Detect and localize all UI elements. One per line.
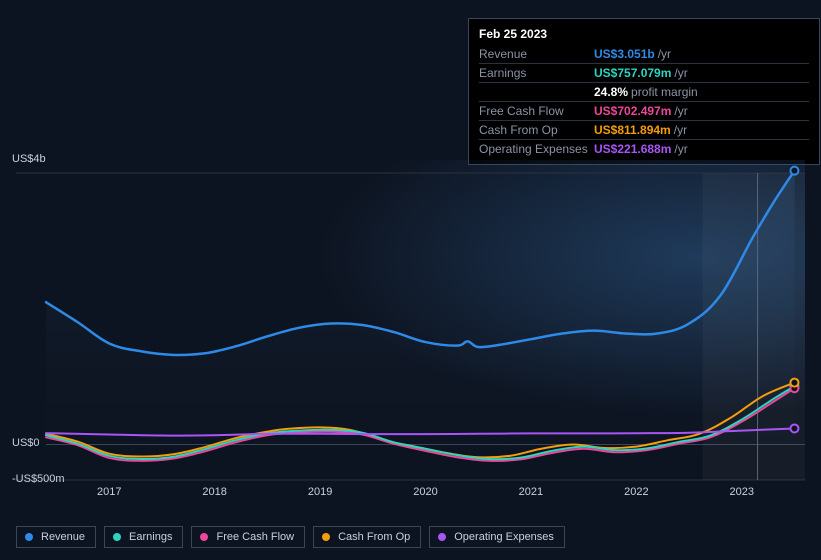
tooltip-metric-unit: /yr — [674, 142, 687, 156]
legend-label: Operating Expenses — [454, 531, 554, 543]
tooltip-sub-label: profit margin — [631, 85, 698, 99]
y-axis-label: -US$500m — [12, 473, 52, 485]
legend-swatch — [438, 533, 446, 541]
legend-label: Cash From Op — [338, 531, 410, 543]
chart-area[interactable]: US$4bUS$0-US$500m 2017201820192020202120… — [16, 160, 805, 500]
legend-label: Earnings — [129, 531, 172, 543]
tooltip-sub-value: 24.8% — [594, 85, 628, 99]
legend-item-operating-expenses[interactable]: Operating Expenses — [429, 526, 565, 548]
x-axis-label: 2017 — [97, 486, 121, 498]
legend: Revenue Earnings Free Cash Flow Cash From O… — [16, 526, 565, 548]
x-axis-label: 2018 — [202, 486, 226, 498]
legend-item-free-cash-flow[interactable]: Free Cash Flow — [191, 526, 305, 548]
x-axis-label: 2021 — [519, 486, 543, 498]
tooltip-date: Feb 25 2023 — [479, 25, 809, 45]
x-axis-label: 2023 — [730, 486, 754, 498]
legend-swatch — [200, 533, 208, 541]
marker-revenue — [790, 167, 798, 175]
legend-item-earnings[interactable]: Earnings — [104, 526, 183, 548]
hover-tooltip: Feb 25 2023 RevenueUS$3.051b/yrEarningsU… — [468, 18, 820, 165]
x-axis-label: 2019 — [308, 486, 332, 498]
legend-label: Revenue — [41, 531, 85, 543]
marker-operating-expenses — [790, 424, 798, 432]
legend-swatch — [113, 533, 121, 541]
legend-item-revenue[interactable]: Revenue — [16, 526, 96, 548]
tooltip-metric-value: US$221.688m — [594, 142, 671, 156]
tooltip-metric-label: Cash From Op — [479, 123, 594, 137]
legend-swatch — [322, 533, 330, 541]
tooltip-metric-value: US$757.079m — [594, 66, 671, 80]
tooltip-metric-value: US$702.497m — [594, 104, 671, 118]
marker-cash-from-op — [790, 379, 798, 387]
tooltip-row: 24.8%profit margin — [479, 82, 809, 101]
tooltip-row: Free Cash FlowUS$702.497m/yr — [479, 101, 809, 120]
x-axis-label: 2020 — [413, 486, 437, 498]
tooltip-metric-label: Revenue — [479, 47, 594, 61]
line-chart[interactable] — [16, 160, 805, 500]
tooltip-metric-unit: /yr — [674, 66, 687, 80]
tooltip-metric-value: US$811.894m — [594, 123, 671, 137]
y-axis-label: US$4b — [12, 153, 52, 165]
tooltip-metric-unit: /yr — [674, 123, 687, 137]
tooltip-metric-unit: /yr — [658, 47, 671, 61]
tooltip-row: Cash From OpUS$811.894m/yr — [479, 120, 809, 139]
tooltip-metric-value: US$3.051b — [594, 47, 655, 61]
tooltip-row: RevenueUS$3.051b/yr — [479, 45, 809, 63]
legend-item-cash-from-op[interactable]: Cash From Op — [313, 526, 421, 548]
y-axis-label: US$0 — [12, 437, 52, 449]
tooltip-row: EarningsUS$757.079m/yr — [479, 63, 809, 82]
legend-label: Free Cash Flow — [216, 531, 294, 543]
tooltip-metric-label: Earnings — [479, 66, 594, 80]
x-axis-label: 2022 — [624, 486, 648, 498]
legend-swatch — [25, 533, 33, 541]
tooltip-metric-label: Operating Expenses — [479, 142, 594, 156]
tooltip-row: Operating ExpensesUS$221.688m/yr — [479, 139, 809, 158]
tooltip-metric-unit: /yr — [674, 104, 687, 118]
tooltip-metric-label: Free Cash Flow — [479, 104, 594, 118]
